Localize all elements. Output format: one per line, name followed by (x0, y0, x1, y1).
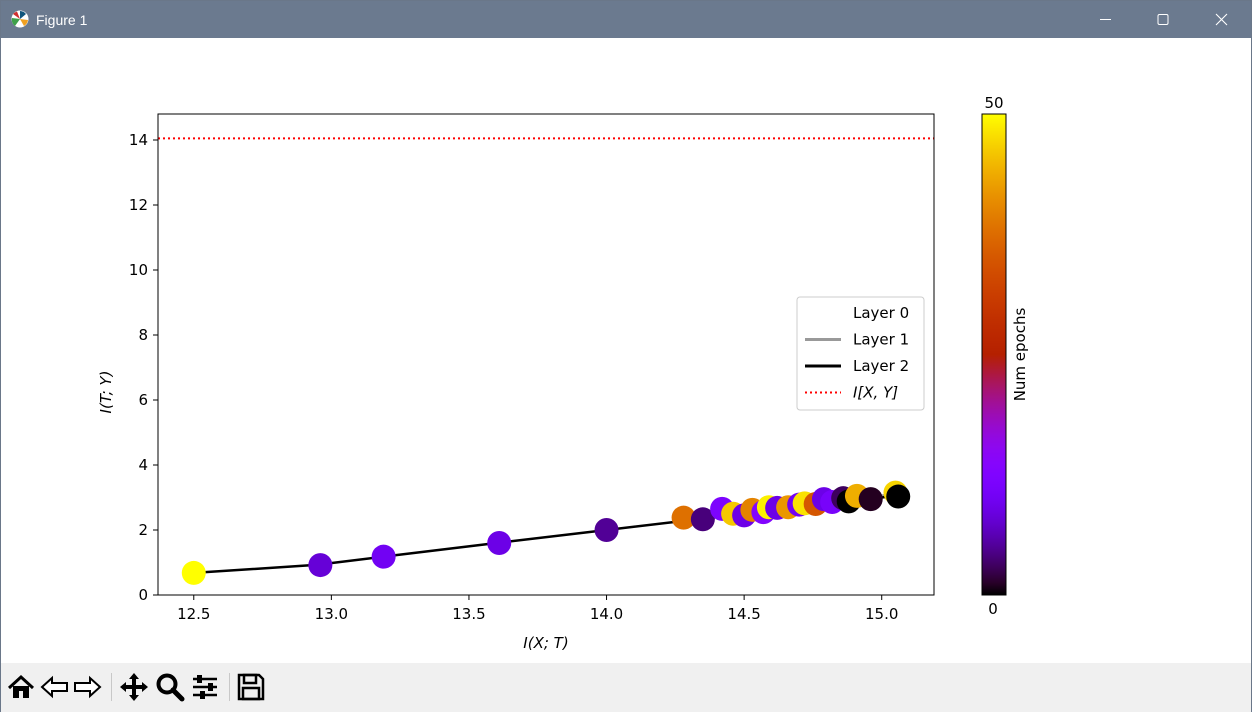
window-title: Figure 1 (36, 12, 88, 28)
colorbar (981, 113, 1007, 596)
close-icon (1215, 13, 1228, 26)
legend-label: Layer 0 (853, 304, 909, 322)
x-tick-label: 15.0 (865, 605, 898, 623)
y-axis-label: I(T; Y) (97, 371, 115, 414)
y-tick-label: 4 (138, 456, 148, 474)
y-tick-label: 2 (138, 521, 148, 539)
minimize-button[interactable] (1076, 1, 1134, 38)
close-button[interactable] (1192, 1, 1250, 38)
toolbar-separator (229, 673, 230, 701)
legend-label: Layer 1 (853, 331, 909, 349)
minimize-icon (1100, 19, 1111, 20)
y-tick-label: 6 (138, 391, 148, 409)
maximize-icon (1157, 14, 1169, 25)
x-axis-label: I(X; T) (523, 634, 568, 652)
y-tick-label: 14 (129, 131, 148, 149)
data-point (371, 544, 396, 569)
colorbar-tick-label: 50 (984, 94, 1003, 112)
legend-box (796, 296, 925, 411)
x-tick-label: 12.5 (177, 605, 210, 623)
x-tick-label: 14.0 (590, 605, 623, 623)
y-tick-label: 12 (129, 196, 148, 214)
colorbar-label: Num epochs (1011, 308, 1029, 402)
data-point (886, 484, 911, 509)
data-point (181, 560, 206, 585)
configure-subplots-icon[interactable] (189, 671, 221, 703)
colorbar-tick-label: 0 (988, 600, 998, 618)
zoom-icon[interactable] (154, 671, 186, 703)
back-icon[interactable] (39, 671, 71, 703)
title-bar: Figure 1 (1, 1, 1251, 38)
x-tick-label: 14.5 (727, 605, 760, 623)
home-icon[interactable] (5, 671, 37, 703)
axes-frame (157, 113, 935, 596)
matplotlib-app-icon (11, 10, 29, 28)
pan-icon[interactable] (118, 671, 150, 703)
data-point (858, 487, 883, 512)
legend-label: Layer 2 (853, 357, 909, 375)
maximize-button[interactable] (1134, 1, 1192, 38)
y-tick-label: 8 (138, 326, 148, 344)
toolbar-separator (111, 673, 112, 701)
data-point (594, 518, 619, 542)
figure-canvas[interactable]: 12.5 13.0 13.5 14.0 14.5 15.0 0 2 4 6 8 10 12 14 Laye… (1, 38, 1251, 663)
x-tick-label: 13.5 (452, 605, 485, 623)
navigation-toolbar (1, 663, 1251, 712)
y-tick-label: 0 (138, 586, 148, 604)
x-tick-label: 13.0 (315, 605, 348, 623)
y-tick-label: 10 (129, 261, 148, 279)
data-point (671, 505, 696, 530)
data-point (487, 531, 512, 555)
chart: 12.5 13.0 13.5 14.0 14.5 15.0 0 2 4 6 8 10 12 14 Laye… (97, 94, 1029, 652)
legend-label: I[X, Y] (853, 384, 898, 402)
data-point (690, 507, 715, 532)
save-icon[interactable] (235, 671, 267, 703)
forward-icon[interactable] (71, 671, 103, 703)
data-point (308, 553, 333, 578)
